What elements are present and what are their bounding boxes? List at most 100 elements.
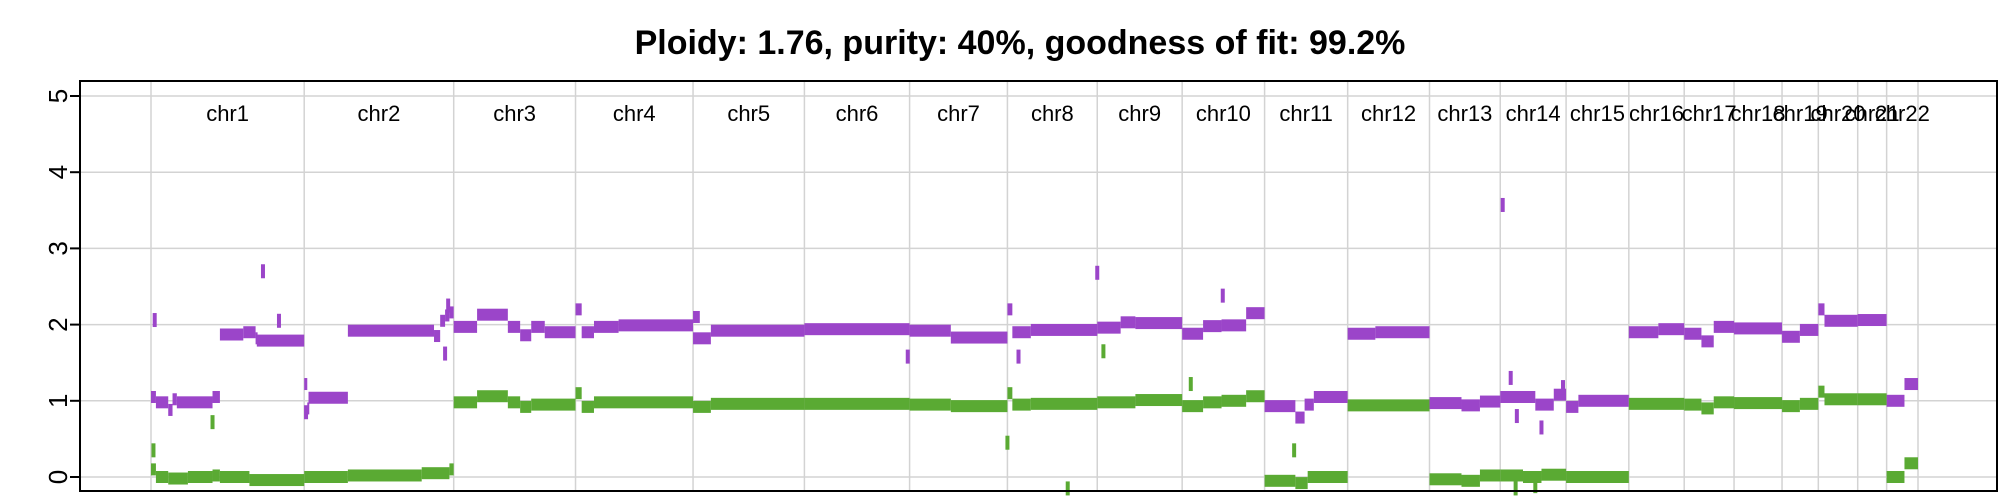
minor-segment-18 (593, 396, 694, 409)
chromosome-label-chr16: chr16 (1629, 101, 1684, 126)
minor-segment-32 (1246, 390, 1265, 403)
minor-segment-1 (155, 471, 169, 483)
total-outlier-9 (1220, 288, 1225, 303)
total-segment-24 (575, 303, 582, 316)
total-segment-40 (1182, 327, 1204, 340)
total-segment-9 (256, 334, 305, 347)
minor-segment-14 (520, 400, 532, 413)
minor-segment-31 (1221, 394, 1247, 407)
total-segment-10 (304, 378, 308, 391)
total-segment-0 (151, 390, 156, 403)
chromosome-label-chr10: chr10 (1196, 101, 1251, 126)
total-segment-42 (1221, 319, 1247, 332)
minor-segment-44 (1628, 397, 1685, 410)
minor-outlier-0 (151, 443, 156, 458)
minor-segment-46 (1701, 402, 1714, 415)
total-outlier-7 (1016, 349, 1021, 364)
y-axis: 0 1 2 3 4 5 (43, 89, 81, 484)
chromosome-label-chr6: chr6 (836, 101, 879, 126)
total-segment-61 (1701, 335, 1714, 348)
total-outlier-10 (1500, 197, 1505, 212)
total-segment-38 (1120, 316, 1136, 329)
total-segment-47 (1313, 390, 1348, 403)
minor-segment-16 (575, 387, 582, 400)
total-segment-21 (520, 329, 532, 342)
total-segment-13 (347, 324, 435, 337)
total-segment-15 (440, 314, 446, 327)
total-segment-59 (1658, 323, 1685, 336)
total-segment-57 (1578, 394, 1629, 407)
minor-segment-55 (1904, 457, 1918, 470)
chromosome-label-chr9: chr9 (1118, 101, 1161, 126)
chromosome-label-chr4: chr4 (613, 101, 656, 126)
minor-outlier-5 (1188, 377, 1193, 392)
total-segment-54 (1535, 398, 1554, 411)
total-segment-53 (1500, 390, 1536, 403)
minor-outlier-7 (1513, 481, 1518, 496)
total-segment-51 (1461, 399, 1480, 412)
total-segment-18 (453, 320, 478, 333)
total-outlier-6 (905, 349, 910, 364)
minor-segment-8 (347, 469, 422, 482)
chromosome-label-chr21: chr21 (1845, 101, 1900, 126)
total-segment-8 (255, 332, 258, 345)
total-segment-69 (1886, 394, 1905, 407)
chromosome-label-chr17: chr17 (1682, 101, 1737, 126)
minor-segment-54 (1886, 471, 1905, 483)
total-segment-28 (693, 310, 700, 323)
minor-segment-6 (249, 474, 305, 487)
total-segment-6 (219, 328, 244, 341)
minor-segment-30 (1203, 396, 1222, 409)
total-segment-29 (693, 332, 711, 345)
total-segment-62 (1713, 320, 1735, 333)
minor-segment-36 (1347, 399, 1430, 412)
minor-segment-23 (950, 400, 1008, 413)
y-tick-label-2: 2 (43, 317, 73, 331)
total-segment-32 (909, 324, 951, 337)
total-outlier-2 (276, 313, 281, 328)
total-segment-16 (445, 309, 450, 322)
total-segment-27 (618, 319, 694, 332)
total-segment-64 (1782, 330, 1800, 343)
minor-segment-24 (1007, 387, 1013, 400)
minor-segment-50 (1799, 397, 1819, 410)
total-segment-36 (1030, 323, 1098, 336)
chromosome-label-chr20: chr20 (1810, 101, 1865, 126)
series-total (151, 197, 1918, 435)
total-segment-58 (1628, 326, 1659, 339)
chromosome-label-chr8: chr8 (1031, 101, 1074, 126)
minor-segment-38 (1461, 474, 1480, 487)
total-outlier-12 (1514, 409, 1519, 424)
total-outlier-4 (443, 346, 448, 361)
minor-segment-11 (453, 396, 478, 409)
total-segment-63 (1734, 322, 1783, 335)
minor-segment-34 (1295, 477, 1308, 490)
minor-segment-40 (1500, 469, 1524, 482)
total-segment-5 (212, 390, 220, 403)
minor-segment-21 (804, 397, 910, 410)
total-segment-65 (1799, 323, 1819, 336)
total-segment-4 (176, 396, 213, 409)
total-segment-31 (804, 323, 910, 336)
minor-segment-45 (1684, 398, 1702, 411)
chromosome-label-chr11: chr11 (1279, 101, 1332, 126)
minor-segment-5 (219, 471, 250, 483)
total-segment-19 (477, 308, 508, 321)
minor-segment-48 (1734, 397, 1783, 410)
minor-segment-19 (693, 400, 711, 413)
y-tick-label-4: 4 (43, 165, 73, 179)
total-segment-49 (1375, 326, 1430, 339)
chromosome-label-chr1: chr1 (206, 101, 249, 126)
series-minor (151, 344, 1918, 496)
total-segment-48 (1347, 327, 1376, 340)
chromosome-label-chr14: chr14 (1506, 101, 1561, 126)
chromosome-label-chr3: chr3 (493, 101, 536, 126)
total-segment-56 (1566, 400, 1579, 413)
chromosome-label-chr2: chr2 (358, 101, 401, 126)
total-segment-30 (710, 324, 805, 337)
total-segment-34 (1007, 303, 1013, 316)
total-segment-41 (1203, 320, 1222, 333)
total-outlier-14 (1561, 380, 1566, 395)
total-segment-25 (581, 326, 594, 339)
